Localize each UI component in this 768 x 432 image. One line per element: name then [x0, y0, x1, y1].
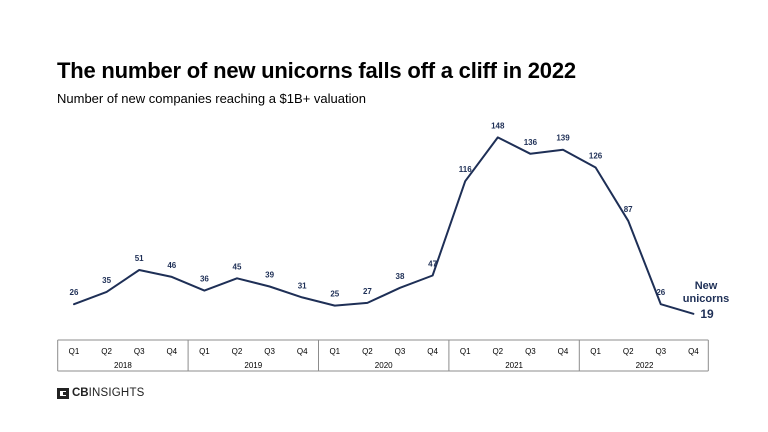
x-tick-label: Q3	[264, 347, 275, 356]
annotation-label: New	[695, 280, 718, 292]
data-label: 126	[589, 152, 603, 161]
x-year-label: 2019	[244, 361, 262, 370]
data-label: 27	[363, 287, 372, 296]
x-tick-label: Q1	[590, 347, 601, 356]
x-tick-label: Q2	[623, 347, 634, 356]
data-label: 39	[265, 271, 274, 280]
x-tick-label: Q4	[688, 347, 699, 356]
annotation-value: 19	[700, 307, 714, 321]
x-tick-label: Q4	[297, 347, 308, 356]
data-label: 87	[624, 205, 633, 214]
data-label: 38	[396, 272, 405, 281]
logo-text: INSIGHTS	[88, 387, 145, 399]
logo-text-bold: CB	[72, 387, 89, 399]
data-label: 45	[233, 262, 242, 271]
data-label: 26	[70, 288, 79, 297]
data-label: 136	[524, 138, 538, 147]
series-line	[73, 136, 695, 315]
x-tick-label: Q4	[166, 347, 177, 356]
x-tick-label: Q3	[134, 347, 145, 356]
x-tick-label: Q1	[460, 347, 471, 356]
x-year-label: 2020	[375, 361, 393, 370]
x-tick-label: Q3	[395, 347, 406, 356]
cb-insights-logo-icon	[57, 387, 69, 399]
data-label: 25	[330, 290, 339, 299]
x-tick-label: Q1	[329, 347, 340, 356]
x-tick-label: Q4	[558, 347, 569, 356]
x-year-label: 2018	[114, 361, 132, 370]
x-year-label: 2021	[505, 361, 523, 370]
x-tick-label: Q2	[362, 347, 373, 356]
data-label: 47	[428, 260, 437, 269]
chart-title: The number of new unicorns falls off a c…	[57, 58, 576, 83]
data-label: 26	[656, 288, 665, 297]
x-tick-label: Q2	[101, 347, 112, 356]
data-label: 35	[102, 276, 111, 285]
data-label: 36	[200, 275, 209, 284]
x-tick-label: Q1	[69, 347, 80, 356]
data-label: 51	[135, 254, 144, 263]
annotation-label: unicorns	[683, 293, 729, 305]
data-label: 148	[491, 121, 505, 130]
chart-subtitle: Number of new companies reaching a $1B+ …	[57, 91, 366, 106]
x-tick-label: Q2	[492, 347, 503, 356]
data-label: 139	[556, 134, 570, 143]
x-tick-label: Q3	[525, 347, 536, 356]
x-tick-label: Q4	[427, 347, 438, 356]
data-label: 46	[167, 261, 176, 270]
cb-insights-logo: CB INSIGHTS	[57, 387, 145, 399]
x-tick-label: Q2	[232, 347, 243, 356]
x-tick-label: Q3	[655, 347, 666, 356]
data-label: 31	[298, 281, 307, 290]
x-year-label: 2022	[636, 361, 654, 370]
x-tick-label: Q1	[199, 347, 210, 356]
data-label: 116	[459, 165, 472, 174]
